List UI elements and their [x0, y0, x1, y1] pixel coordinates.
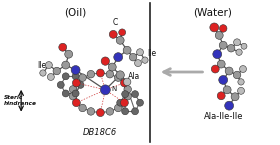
Circle shape — [79, 74, 86, 81]
Text: (Water): (Water) — [193, 8, 232, 18]
Circle shape — [223, 86, 231, 94]
Circle shape — [135, 60, 141, 67]
Circle shape — [108, 63, 116, 71]
Circle shape — [45, 62, 52, 69]
Circle shape — [101, 85, 110, 95]
Circle shape — [122, 108, 129, 115]
Circle shape — [115, 74, 122, 81]
Circle shape — [40, 70, 46, 76]
Circle shape — [65, 50, 73, 58]
Circle shape — [69, 93, 77, 100]
Circle shape — [116, 71, 124, 79]
Text: N: N — [111, 86, 116, 92]
Circle shape — [241, 43, 247, 49]
Circle shape — [53, 67, 60, 75]
Circle shape — [211, 65, 219, 73]
Circle shape — [142, 57, 148, 63]
Circle shape — [227, 45, 235, 52]
Circle shape — [215, 31, 223, 39]
Circle shape — [73, 79, 80, 87]
Circle shape — [219, 75, 228, 84]
Circle shape — [123, 78, 131, 86]
Text: C: C — [113, 18, 118, 27]
Circle shape — [234, 39, 241, 46]
Circle shape — [129, 53, 137, 61]
Circle shape — [233, 71, 241, 79]
Circle shape — [96, 109, 104, 117]
Circle shape — [77, 81, 84, 88]
Circle shape — [122, 91, 129, 98]
Circle shape — [210, 23, 219, 32]
Circle shape — [79, 104, 86, 112]
Circle shape — [120, 99, 128, 107]
Circle shape — [116, 36, 124, 44]
Circle shape — [220, 25, 227, 32]
Circle shape — [219, 41, 227, 49]
Circle shape — [124, 86, 131, 93]
Circle shape — [237, 87, 244, 94]
Circle shape — [62, 61, 70, 69]
Circle shape — [137, 49, 143, 56]
Circle shape — [137, 99, 143, 106]
Circle shape — [217, 92, 225, 100]
Circle shape — [47, 74, 54, 80]
Circle shape — [123, 46, 131, 54]
Circle shape — [59, 43, 67, 51]
Circle shape — [239, 66, 246, 72]
Circle shape — [62, 90, 69, 97]
Circle shape — [106, 108, 114, 115]
Circle shape — [69, 86, 77, 93]
Circle shape — [115, 104, 122, 112]
Circle shape — [225, 101, 234, 110]
Circle shape — [132, 91, 139, 98]
Circle shape — [225, 67, 233, 75]
Circle shape — [109, 30, 117, 38]
Text: Ala: Ala — [128, 72, 140, 81]
Circle shape — [71, 66, 80, 75]
Circle shape — [213, 50, 222, 59]
Circle shape — [119, 29, 126, 36]
Circle shape — [117, 99, 124, 106]
Circle shape — [132, 108, 139, 115]
Circle shape — [120, 79, 128, 87]
Circle shape — [236, 49, 242, 55]
Text: Ala-Ile-Ile: Ala-Ile-Ile — [204, 112, 244, 120]
Circle shape — [114, 53, 123, 62]
Circle shape — [72, 90, 79, 97]
Circle shape — [124, 93, 131, 100]
Circle shape — [217, 60, 225, 68]
Circle shape — [87, 70, 95, 78]
Circle shape — [72, 73, 79, 80]
Text: Ile: Ile — [37, 61, 46, 70]
Text: Steric
hindrance: Steric hindrance — [4, 95, 37, 106]
Circle shape — [101, 57, 109, 65]
Circle shape — [96, 69, 104, 77]
Text: DB18C6: DB18C6 — [83, 128, 118, 137]
Circle shape — [238, 79, 244, 85]
Circle shape — [73, 99, 80, 107]
Text: (Oil): (Oil) — [64, 8, 87, 18]
Text: Ile: Ile — [147, 49, 156, 58]
Circle shape — [231, 93, 239, 101]
Circle shape — [106, 70, 114, 78]
Circle shape — [87, 108, 95, 115]
Circle shape — [57, 81, 64, 88]
Circle shape — [62, 73, 69, 80]
